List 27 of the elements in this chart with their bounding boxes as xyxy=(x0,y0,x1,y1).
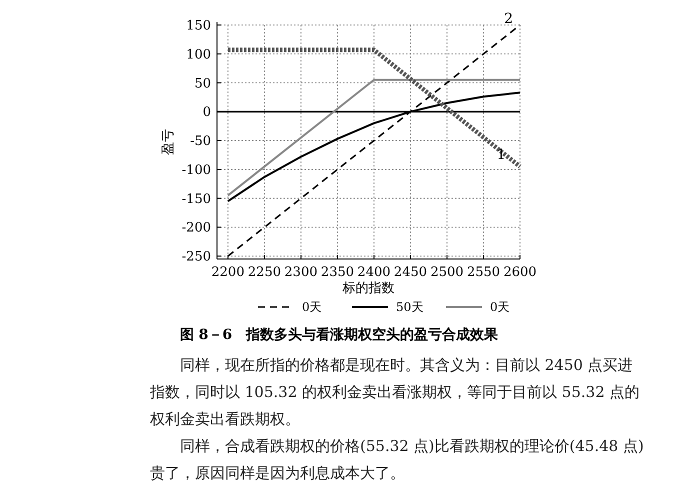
legend-label: 0天 xyxy=(490,300,510,314)
y-tick-label: 100 xyxy=(186,47,211,62)
x-tick-label: 2200 xyxy=(211,265,244,280)
x-tick-label: 2450 xyxy=(394,265,428,280)
x-tick-label: 2250 xyxy=(248,265,282,280)
x-tick-label: 2550 xyxy=(466,265,500,280)
y-tick-label: -200 xyxy=(182,220,211,236)
y-tick-label: -100 xyxy=(182,162,211,178)
y-tick-label: -250 xyxy=(182,250,211,265)
x-tick-label: 2400 xyxy=(357,265,391,280)
legend-label: 0天 xyxy=(302,300,322,314)
x-axis-title: 标的指数 xyxy=(342,281,394,296)
text: 同样，合成看跌期权的价格(55.32 点)比看跌期权的理论价(45.48 点)贵了，原因同样是因为利息成本大了。 xyxy=(150,436,645,484)
y-tick-label: 50 xyxy=(194,76,211,92)
text: 图 8－6 指数多头与看涨期权空头的盈亏合成效果 xyxy=(180,326,500,343)
x-tick-label: 2350 xyxy=(320,265,354,280)
annotation: 2 xyxy=(504,11,513,27)
y-tick-label: 0 xyxy=(202,105,211,120)
x-tick-label: 2600 xyxy=(503,265,537,280)
y-tick-label: -150 xyxy=(182,192,211,207)
x-tick-label: 2500 xyxy=(430,265,464,280)
y-tick-label: 150 xyxy=(186,18,211,34)
legend-label: 50天 xyxy=(396,300,424,314)
x-tick-label: 2300 xyxy=(284,265,318,280)
y-axis-title: 盈亏 xyxy=(161,129,176,155)
text: 同样，现在所指的价格都是现在时。其含义为：目前以 2450 点买进指数，同时以 105.32 的权利金卖出看涨期权，等同于目前以 55.32 点的权利金卖出看跌期权。 xyxy=(150,355,640,430)
y-tick-label: -50 xyxy=(190,134,211,150)
